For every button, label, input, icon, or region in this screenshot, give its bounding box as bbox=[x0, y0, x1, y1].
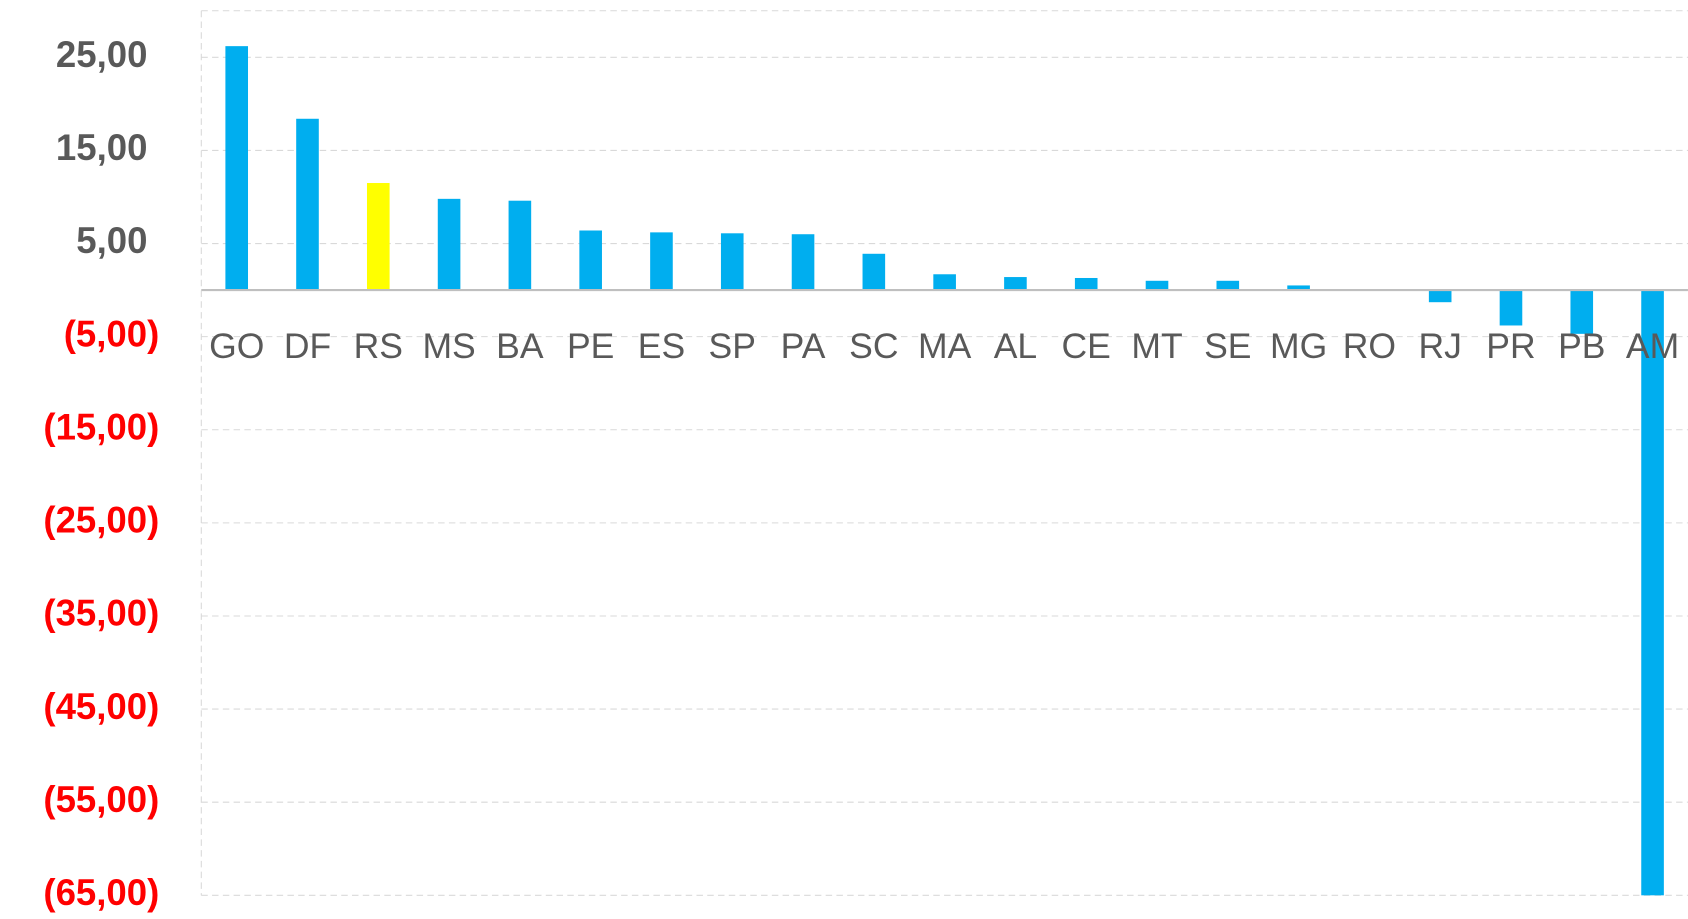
y-tick-label: (25,00) bbox=[43, 500, 159, 541]
x-tick-label: AL bbox=[994, 326, 1037, 366]
x-tick-label: RS bbox=[354, 326, 403, 366]
bar bbox=[1074, 277, 1098, 291]
x-tick-label: MT bbox=[1131, 326, 1182, 366]
bar bbox=[720, 233, 744, 291]
y-tick-label: (35,00) bbox=[43, 593, 159, 634]
x-tick-label: MS bbox=[422, 326, 475, 366]
y-tick-label: 5,00 bbox=[76, 220, 147, 261]
y-tick-label: (55,00) bbox=[43, 779, 159, 820]
bar bbox=[225, 46, 249, 291]
x-tick-label: PB bbox=[1558, 326, 1605, 366]
x-tick-label: ES bbox=[638, 326, 685, 366]
plot: 25,00 15,00 5,00 (5,00) (15,00) (25,00) (35,00… bbox=[43, 10, 1688, 913]
x-tick-label: MG bbox=[1270, 326, 1327, 366]
bar bbox=[1428, 290, 1452, 303]
bar bbox=[933, 274, 956, 291]
y-tick-label: (15,00) bbox=[43, 406, 159, 447]
bar bbox=[366, 183, 390, 291]
x-tick-label: MA bbox=[918, 326, 972, 366]
bar bbox=[1641, 290, 1664, 896]
bar bbox=[791, 234, 815, 291]
x-tick-label: PR bbox=[1486, 326, 1535, 366]
bar bbox=[1004, 277, 1027, 291]
y-tick-label: (45,00) bbox=[43, 686, 159, 727]
x-tick-label: AM bbox=[1626, 326, 1679, 366]
bar bbox=[579, 230, 602, 291]
x-tick-label: SP bbox=[709, 326, 756, 366]
bar bbox=[1499, 290, 1523, 326]
y-tick-label: 25,00 bbox=[56, 34, 148, 75]
x-tick-label: PE bbox=[567, 326, 614, 366]
x-tick-label: CE bbox=[1062, 326, 1111, 366]
bar bbox=[1287, 285, 1310, 291]
bar bbox=[1570, 290, 1594, 334]
x-tick-label: PA bbox=[781, 326, 826, 366]
x-tick-label: RJ bbox=[1418, 326, 1461, 366]
x-tick-label: SC bbox=[849, 326, 898, 366]
bar bbox=[650, 232, 673, 291]
x-tick-label: SE bbox=[1204, 326, 1251, 366]
y-tick-label: (5,00) bbox=[64, 313, 160, 354]
x-tick-label: DF bbox=[284, 326, 331, 366]
bar bbox=[1145, 280, 1169, 291]
bar bbox=[1216, 280, 1240, 291]
x-tick-label: GO bbox=[209, 326, 264, 366]
bar bbox=[508, 200, 532, 291]
y-tick-label: (65,00) bbox=[43, 872, 159, 913]
x-tick-label: RO bbox=[1343, 326, 1396, 366]
bar bbox=[862, 253, 886, 291]
x-tick-label: BA bbox=[496, 326, 544, 366]
bar bbox=[437, 198, 461, 291]
y-tick-label: 15,00 bbox=[56, 127, 148, 168]
bar bbox=[296, 118, 319, 291]
